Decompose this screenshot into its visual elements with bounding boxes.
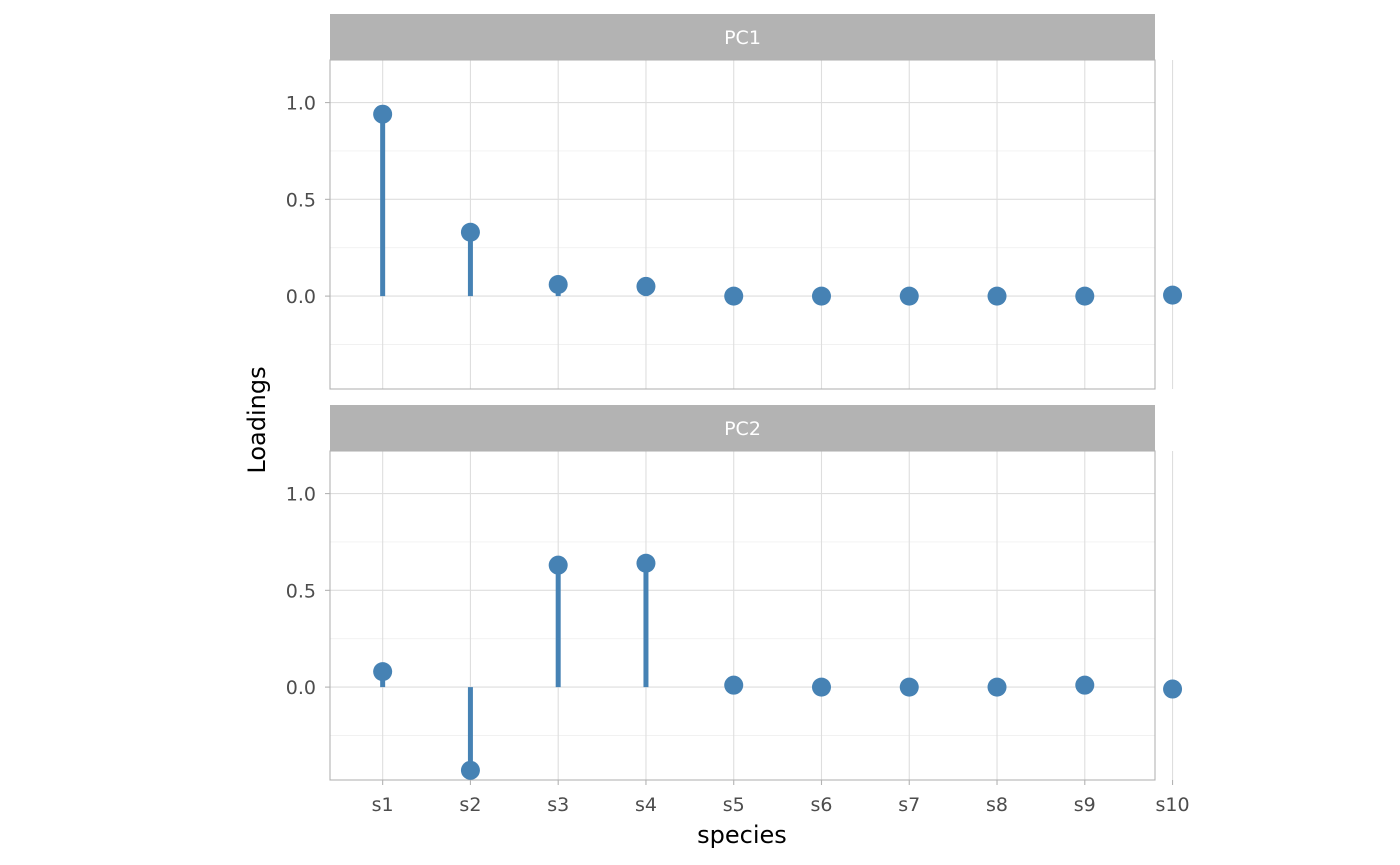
lollipop-point-s1 [373,104,393,124]
x-tick-label-s10: s10 [1156,794,1190,816]
lollipop-point-s3 [548,274,568,294]
x-tick-label-s6: s6 [810,794,832,816]
x-tick-label-s9: s9 [1074,794,1096,816]
y-tick-label: 1.0 [286,93,316,115]
x-tick-label-s2: s2 [459,794,481,816]
y-tick-label: 0.5 [286,189,316,211]
x-tick-label-s4: s4 [635,794,657,816]
lollipop-point-s6 [811,677,831,697]
lollipop-point-s2 [460,222,480,242]
y-tick-label: 0.0 [286,286,316,308]
lollipop-point-s1 [373,662,393,682]
facet-panel-pc2: PC2 0.0 0.5 1.0 s1 s2 s3 s4 s5 s6 s7 s8 s9 s10 [286,405,1190,816]
lollipop-point-s8 [987,286,1007,306]
lollipop-point-s4 [636,276,656,296]
y-axis-title: Loadings [243,366,271,473]
facet-strip-label: PC1 [724,27,761,49]
lollipop-point-s9 [1075,675,1095,695]
x-tick-label-s5: s5 [723,794,745,816]
lollipop-point-s2 [460,760,480,780]
lollipop-point-s10 [1163,285,1183,305]
panels-layer: PC1 0.0 0.5 1.0 PC2 0.0 0.5 1.0 s1 s2 s3 s4 s5 s6 s7 s8… [286,14,1190,816]
facet-panel-pc1: PC1 0.0 0.5 1.0 [286,14,1183,390]
x-tick-label-s8: s8 [986,794,1008,816]
lollipop-point-s8 [987,677,1007,697]
lollipop-point-s7 [899,286,919,306]
y-tick-label: 1.0 [286,484,316,506]
lollipop-point-s9 [1075,286,1095,306]
facet-strip-label: PC2 [724,418,761,440]
y-tick-label: 0.5 [286,580,316,602]
lollipop-point-s4 [636,553,656,573]
lollipop-point-s7 [899,677,919,697]
x-tick-label-s1: s1 [372,794,394,816]
lollipop-point-s3 [548,555,568,575]
lollipop-point-s6 [811,286,831,306]
lollipop-point-s5 [724,286,744,306]
lollipop-point-s5 [724,675,744,695]
facet-strip [330,14,1155,60]
lollipop-point-s10 [1163,679,1183,699]
y-tick-label: 0.0 [286,677,316,699]
x-axis-title: species [697,821,787,849]
facet-strip [330,405,1155,451]
panel-border [329,450,1156,781]
x-tick-label-s3: s3 [547,794,569,816]
panel-border [329,59,1156,390]
x-tick-label-s7: s7 [898,794,920,816]
